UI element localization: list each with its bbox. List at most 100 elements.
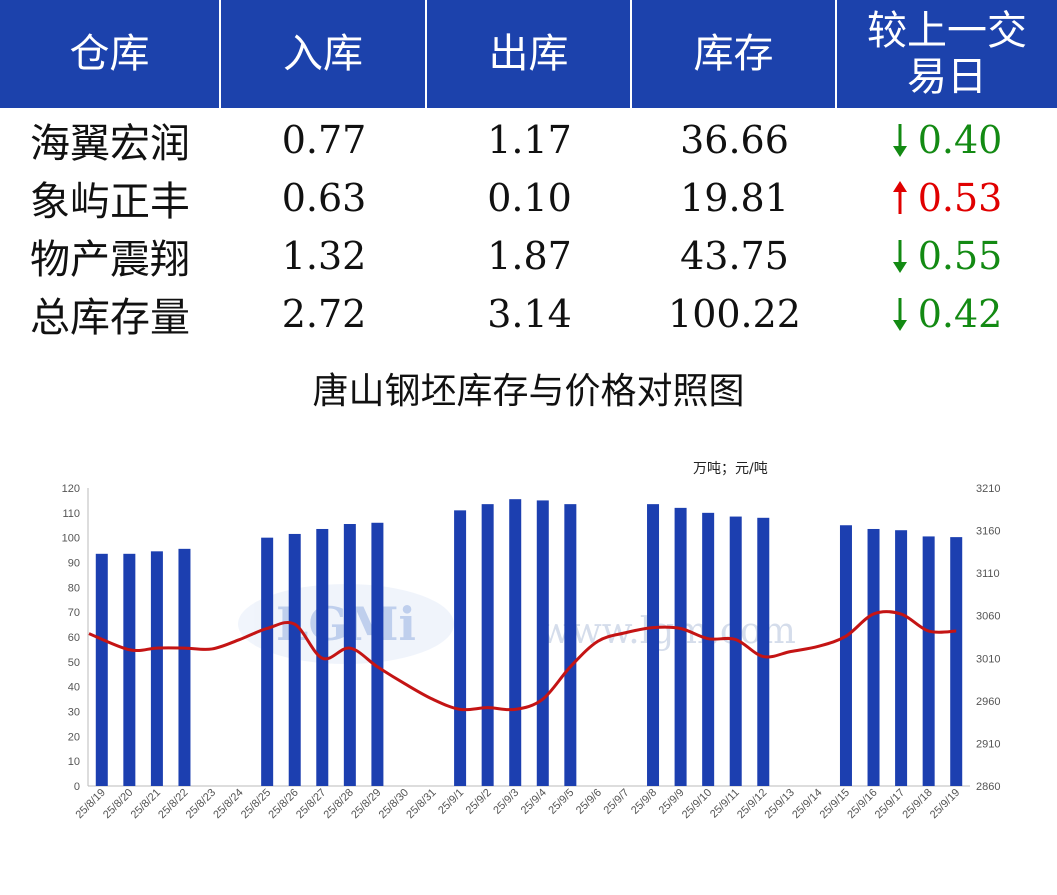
unit-label: 万吨；元/吨: [693, 461, 768, 477]
left-axis-tick-label: 120: [62, 483, 80, 495]
row-warehouse-name: 海翼宏润: [30, 121, 190, 167]
inventory-bar: [564, 504, 577, 786]
x-axis-tick-label: 25/9/4: [519, 787, 549, 817]
header-outbound: 出库: [427, 0, 632, 108]
inventory-bar: [647, 504, 660, 786]
inventory-bar: [509, 499, 522, 786]
x-axis-tick-label: 25/9/3: [491, 787, 521, 817]
left-axis-tick-label: 10: [68, 756, 80, 768]
row-stock: 36.66: [680, 118, 789, 162]
right-axis-tick-label: 2910: [976, 738, 1000, 750]
inventory-bar: [729, 516, 742, 786]
x-axis-tick-label: 25/8/25: [239, 787, 273, 821]
x-axis-ticks: 25/8/1925/8/2025/8/2125/8/2225/8/2325/8/…: [73, 787, 962, 821]
left-axis-tick-label: 80: [68, 582, 80, 594]
header-stock: 库存: [632, 0, 837, 108]
left-axis-tick-label: 70: [68, 607, 80, 619]
price-line: [88, 610, 957, 712]
row-warehouse-name: 物产震翔: [30, 237, 190, 283]
inventory-bar: [950, 537, 963, 786]
x-axis-tick-label: 25/9/2: [464, 787, 494, 817]
header-inbound: 入库: [221, 0, 427, 108]
row-inbound: 1.32: [281, 234, 367, 278]
inventory-bar: [757, 517, 770, 786]
right-axis-tick-label: 3160: [976, 526, 1000, 538]
row-change-value: 0.40: [917, 118, 1003, 162]
x-axis-tick-label: 25/9/13: [763, 787, 797, 821]
left-axis-tick-label: 20: [68, 731, 80, 743]
inventory-bar: [123, 553, 136, 786]
x-axis-tick-label: 25/9/17: [873, 787, 907, 821]
inventory-bar: [481, 504, 494, 786]
header-change: 较上一交易日: [837, 0, 1057, 108]
right-axis-tick-label: 2860: [976, 781, 1000, 793]
inventory-bar: [922, 536, 935, 786]
inventory-bar: [288, 533, 301, 786]
x-axis-tick-label: 25/8/23: [184, 787, 218, 821]
left-axis-tick-label: 30: [68, 707, 80, 719]
down-arrow-icon: [892, 240, 907, 273]
header-warehouse: 仓库: [0, 0, 221, 108]
x-axis-tick-label: 25/8/27: [294, 787, 328, 821]
x-axis-tick-label: 25/9/18: [900, 787, 934, 821]
x-axis-tick-label: 25/8/20: [101, 787, 135, 821]
inventory-bar: [674, 507, 687, 786]
row-change-value: 0.53: [917, 176, 1003, 220]
inventory-bar: [178, 548, 191, 786]
row-change-value: 0.55: [917, 234, 1003, 278]
inventory-bar: [454, 510, 467, 786]
inventory-bar: [261, 537, 274, 786]
x-axis-tick-label: 25/8/29: [349, 787, 383, 821]
left-axis-tick-label: 90: [68, 558, 80, 570]
x-axis-tick-label: 25/9/10: [680, 787, 714, 821]
x-axis-tick-label: 25/8/24: [211, 787, 245, 821]
right-axis-tick-label: 2960: [976, 696, 1000, 708]
row-inbound: 2.72: [281, 292, 367, 336]
right-axis-tick-label: 3060: [976, 611, 1000, 623]
row-change: 0.53: [837, 169, 1057, 227]
x-axis-tick-label: 25/9/15: [818, 787, 852, 821]
row-outbound: 3.14: [487, 292, 572, 336]
row-outbound: 1.17: [487, 118, 572, 162]
x-axis-tick-label: 25/9/8: [629, 787, 659, 817]
right-axis-tick-label: 3010: [976, 653, 1000, 665]
left-axis-tick-label: 110: [62, 508, 80, 520]
row-inbound: 0.77: [281, 118, 367, 162]
axes: [87, 488, 970, 787]
row-warehouse-name: 总库存量: [30, 295, 190, 341]
down-arrow-icon: [892, 298, 907, 331]
x-axis-tick-label: 25/8/30: [377, 787, 411, 821]
x-axis-tick-label: 25/9/7: [601, 787, 631, 817]
x-axis-tick-label: 25/9/16: [845, 787, 879, 821]
x-axis-tick-label: 25/8/31: [404, 787, 438, 821]
left-axis-tick-label: 50: [68, 657, 80, 669]
x-axis-tick-label: 25/8/28: [322, 787, 356, 821]
inventory-bar: [839, 525, 852, 786]
left-axis-tick-label: 40: [68, 682, 80, 694]
inventory-bars: [95, 499, 963, 786]
row-outbound: 1.87: [487, 234, 572, 278]
x-axis-tick-label: 25/8/26: [266, 787, 300, 821]
x-axis-tick-label: 25/9/6: [574, 787, 604, 817]
row-stock: 43.75: [680, 234, 789, 278]
row-change-value: 0.42: [917, 292, 1003, 336]
down-arrow-icon: [892, 124, 907, 157]
inventory-bar: [895, 530, 908, 786]
right-axis-tick-label: 3210: [976, 483, 1000, 495]
left-axis-ticks: 0 10 20 30 40 50 60 70 80 90 100 110 120: [62, 483, 80, 793]
left-axis-tick-label: 60: [68, 632, 80, 644]
left-axis-tick-label: 100: [62, 533, 80, 545]
row-change: 0.40: [837, 111, 1057, 169]
x-axis-tick-label: 25/9/5: [546, 787, 576, 817]
inventory-bar: [371, 522, 384, 786]
up-arrow-icon: [892, 181, 907, 214]
row-change: 0.55: [837, 227, 1057, 285]
inventory-bar: [343, 524, 356, 786]
right-axis-ticks: 2860 2910 2960 3010 3060 3110 3160 3210: [976, 483, 1000, 793]
chart-title: 唐山钢坯库存与价格对照图: [312, 371, 745, 412]
right-axis-tick-label: 3110: [976, 568, 1000, 580]
left-axis-tick-label: 0: [74, 781, 80, 793]
row-stock: 19.81: [680, 176, 789, 220]
x-axis-tick-label: 25/9/1: [436, 787, 466, 817]
x-axis-tick-label: 25/9/14: [790, 787, 824, 821]
